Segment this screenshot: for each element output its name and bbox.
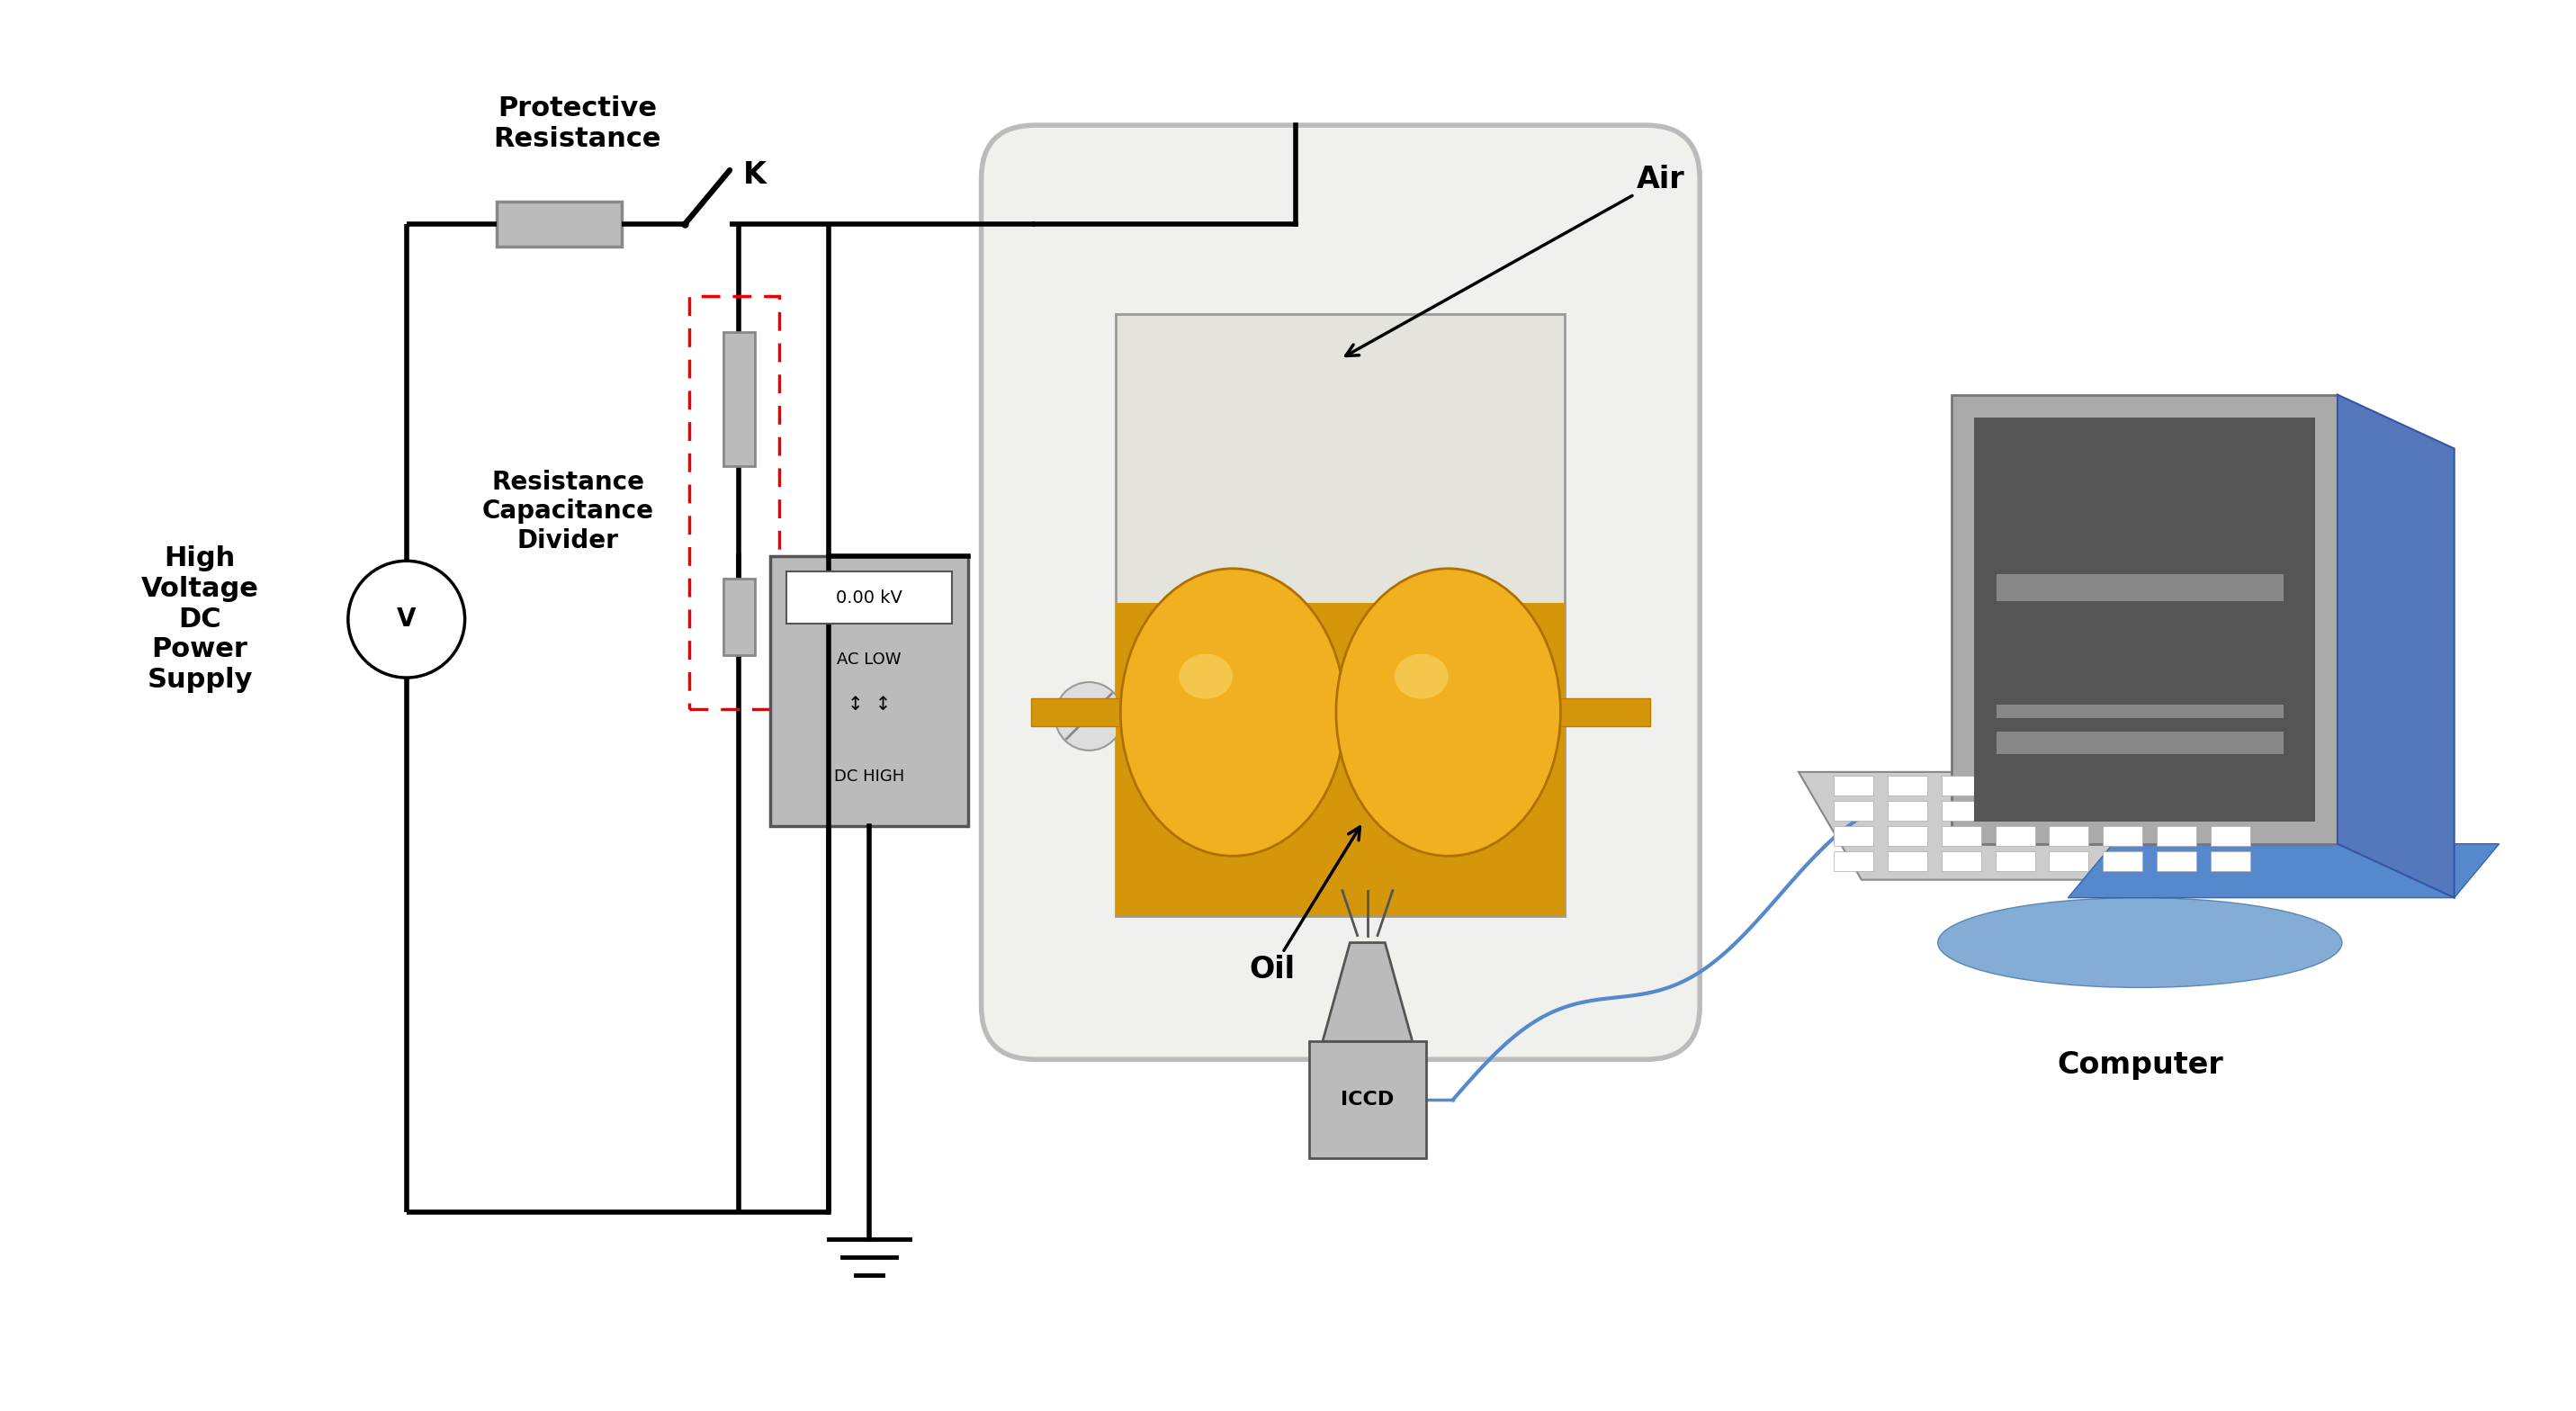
FancyBboxPatch shape <box>1942 776 1981 796</box>
FancyBboxPatch shape <box>1834 776 1873 796</box>
FancyBboxPatch shape <box>724 579 755 655</box>
FancyBboxPatch shape <box>1996 731 2282 753</box>
FancyBboxPatch shape <box>2210 851 2251 871</box>
Ellipse shape <box>1337 569 1561 856</box>
Polygon shape <box>1321 943 1412 1041</box>
FancyBboxPatch shape <box>1996 704 2282 718</box>
FancyBboxPatch shape <box>2048 825 2089 845</box>
FancyBboxPatch shape <box>1030 698 1651 727</box>
FancyBboxPatch shape <box>1834 825 1873 845</box>
Polygon shape <box>2336 395 2455 897</box>
FancyBboxPatch shape <box>2156 800 2197 820</box>
FancyBboxPatch shape <box>2102 800 2143 820</box>
FancyBboxPatch shape <box>1942 800 1981 820</box>
Text: Computer: Computer <box>2056 1050 2223 1081</box>
Ellipse shape <box>1180 653 1234 698</box>
FancyBboxPatch shape <box>1309 1041 1427 1158</box>
FancyBboxPatch shape <box>1942 851 1981 871</box>
FancyBboxPatch shape <box>2210 800 2251 820</box>
FancyBboxPatch shape <box>2210 825 2251 845</box>
FancyBboxPatch shape <box>1942 825 1981 845</box>
Text: Oil: Oil <box>1249 827 1360 985</box>
FancyBboxPatch shape <box>2048 800 2089 820</box>
FancyBboxPatch shape <box>1888 800 1927 820</box>
FancyBboxPatch shape <box>724 332 755 467</box>
FancyBboxPatch shape <box>2048 851 2089 871</box>
Circle shape <box>348 562 464 677</box>
Polygon shape <box>1950 395 2336 844</box>
FancyBboxPatch shape <box>1115 313 1566 916</box>
Text: High
Voltage
DC
Power
Supply: High Voltage DC Power Supply <box>142 546 258 693</box>
Text: AC LOW: AC LOW <box>837 652 902 667</box>
FancyBboxPatch shape <box>770 556 969 825</box>
Text: Protective
Resistance: Protective Resistance <box>492 96 662 152</box>
FancyBboxPatch shape <box>981 126 1700 1060</box>
FancyBboxPatch shape <box>2210 776 2251 796</box>
Polygon shape <box>1798 772 2311 880</box>
FancyBboxPatch shape <box>1888 825 1927 845</box>
Text: ICCD: ICCD <box>1342 1091 1394 1109</box>
FancyBboxPatch shape <box>1996 851 2035 871</box>
Bar <box>690 296 778 710</box>
Text: Air: Air <box>1345 165 1685 356</box>
Text: K: K <box>744 159 768 189</box>
FancyBboxPatch shape <box>1888 851 1927 871</box>
FancyBboxPatch shape <box>1996 574 2282 601</box>
FancyBboxPatch shape <box>1996 825 2035 845</box>
FancyBboxPatch shape <box>2048 776 2089 796</box>
Polygon shape <box>1973 418 2316 821</box>
FancyBboxPatch shape <box>2156 851 2197 871</box>
FancyBboxPatch shape <box>1996 776 2035 796</box>
FancyBboxPatch shape <box>2102 825 2143 845</box>
Circle shape <box>1056 682 1123 751</box>
Text: ↕  ↕: ↕ ↕ <box>848 696 891 714</box>
Ellipse shape <box>1394 653 1448 698</box>
Text: DC HIGH: DC HIGH <box>835 769 904 785</box>
FancyBboxPatch shape <box>2102 851 2143 871</box>
FancyBboxPatch shape <box>1115 602 1566 916</box>
FancyBboxPatch shape <box>2156 825 2197 845</box>
Polygon shape <box>2069 844 2499 897</box>
Text: Resistance
Capacitance
Divider: Resistance Capacitance Divider <box>482 470 654 553</box>
FancyBboxPatch shape <box>497 202 621 247</box>
Text: 0.00 kV: 0.00 kV <box>835 590 902 607</box>
FancyBboxPatch shape <box>2102 776 2143 796</box>
FancyBboxPatch shape <box>2156 776 2197 796</box>
Ellipse shape <box>1121 569 1345 856</box>
Text: V: V <box>397 607 417 632</box>
Ellipse shape <box>1937 897 2342 988</box>
FancyBboxPatch shape <box>1996 800 2035 820</box>
FancyBboxPatch shape <box>786 571 951 624</box>
FancyBboxPatch shape <box>1888 776 1927 796</box>
FancyBboxPatch shape <box>1834 851 1873 871</box>
FancyBboxPatch shape <box>1834 800 1873 820</box>
